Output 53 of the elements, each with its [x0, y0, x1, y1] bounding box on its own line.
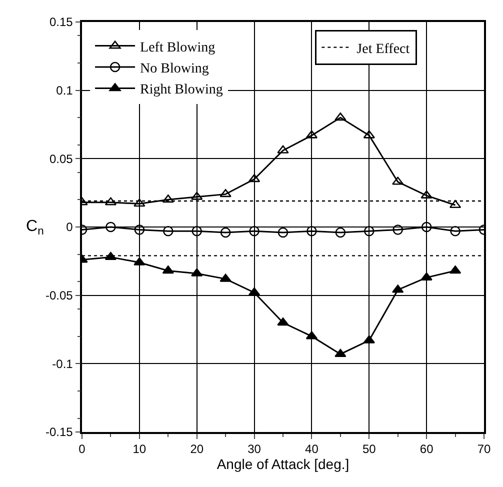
y-axis-title: C$_{n}$ — [26, 218, 44, 238]
x-tick-label: 70 — [477, 442, 491, 456]
legend-label: Left Blowing — [140, 40, 216, 56]
point — [192, 226, 202, 236]
point — [392, 224, 404, 235]
point — [363, 130, 375, 138]
point — [420, 272, 432, 280]
point — [364, 226, 374, 236]
x-tick-label: 30 — [248, 442, 262, 456]
legend-label: Right Blowing — [140, 82, 223, 98]
point — [450, 226, 460, 236]
x-tick-label: 40 — [305, 442, 319, 456]
point — [162, 194, 174, 203]
point — [220, 189, 232, 198]
y-tick-label: 0.15 — [49, 15, 74, 30]
point — [134, 198, 146, 207]
point — [134, 224, 145, 235]
legend-label: Jet Effect — [356, 42, 410, 57]
point — [191, 192, 203, 200]
x-tick-label: 50 — [362, 442, 376, 456]
point — [334, 112, 346, 121]
y-tick-label: 0.05 — [49, 152, 74, 166]
point — [162, 226, 174, 236]
point — [162, 266, 174, 274]
x-axis-title: Angle of Attack [deg.] — [216, 456, 350, 472]
point — [277, 318, 289, 326]
y-tick-label: -0.15 — [45, 425, 74, 440]
point — [220, 227, 231, 238]
point — [363, 335, 375, 344]
y-tick-label: -0.1 — [52, 356, 74, 371]
point — [392, 176, 404, 185]
point — [220, 274, 232, 282]
point — [449, 200, 462, 208]
y-tick-label: 0 — [66, 220, 74, 234]
x-tick-label: 0 — [78, 442, 86, 456]
x-tick-label: 60 — [420, 442, 434, 456]
point — [421, 222, 432, 232]
x-tick-label: 20 — [190, 442, 204, 456]
point — [191, 268, 203, 276]
point — [134, 257, 146, 266]
point — [334, 348, 346, 357]
point — [249, 226, 260, 236]
x-tick-label: 10 — [132, 442, 146, 456]
point — [278, 227, 288, 238]
point — [306, 226, 317, 236]
point — [106, 222, 116, 232]
point — [420, 190, 432, 198]
point — [335, 227, 346, 238]
point — [392, 284, 404, 293]
legend-label: No Blowing — [140, 61, 209, 76]
y-tick-label: 0.1 — [56, 84, 74, 98]
y-tick-label: -0.05 — [45, 288, 74, 303]
point — [277, 145, 289, 154]
